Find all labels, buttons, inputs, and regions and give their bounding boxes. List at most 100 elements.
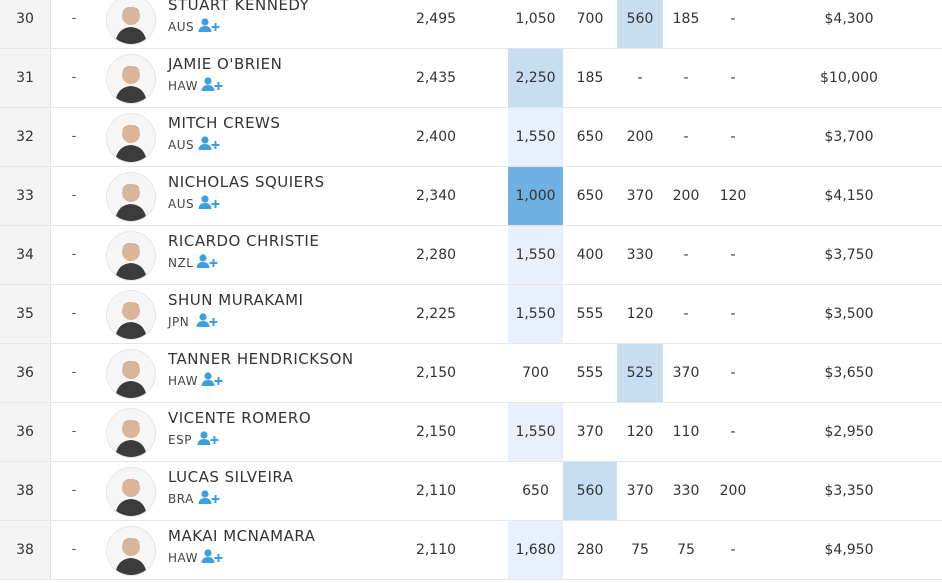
surfer-avatar-icon[interactable] [106,290,156,340]
add-user-icon[interactable] [198,489,220,505]
prize-money: $3,350 [824,483,874,499]
table-row[interactable]: 38 - LUCAS SILVEIRA BRA 2,110 650 560 370 330 200… [0,462,942,521]
event-result: - [730,70,736,86]
surfer-country: HAW [168,551,198,565]
event-result: 555 [576,365,604,381]
surfer-country: NZL [168,256,194,270]
total-points: 2,495 [415,11,457,27]
rank: 31 [16,70,34,86]
total-points: 2,150 [415,424,457,440]
table-row[interactable]: 33 - NICHOLAS SQUIERS AUS 2,340 1,000 650 370 20… [0,167,942,226]
surfer-name[interactable]: NICHOLAS SQUIERS [168,173,325,191]
rank: 36 [16,424,34,440]
event-result: - [730,11,736,27]
add-user-icon[interactable] [201,548,223,564]
surfer-name[interactable]: VICENTE ROMERO [168,409,312,427]
table-row[interactable]: 36 - VICENTE ROMERO ESP 2,150 1,550 370 120 110 -… [0,403,942,462]
add-user-icon[interactable] [197,430,219,446]
add-user-icon[interactable] [196,312,218,328]
table-row[interactable]: 32 - MITCH CREWS AUS 2,400 1,550 650 200 - - $3,70… [0,108,942,167]
rank-column-bg [0,49,51,107]
prize-money: $10,000 [820,70,878,86]
total-points: 2,110 [415,542,457,558]
event-result: 370 [672,365,700,381]
event-result: 200 [626,129,654,145]
event-result: 525 [617,344,663,402]
event-result: 2,250 [508,49,563,107]
event-result: 560 [617,0,663,48]
event-result: 75 [631,542,649,558]
event-result: 330 [672,483,700,499]
total-points: 2,435 [415,70,457,86]
event-result: 700 [522,365,549,381]
rank-column-bg [0,285,51,343]
prize-money: $2,950 [824,424,874,440]
add-user-icon[interactable] [198,135,220,151]
event-result: 120 [719,188,747,204]
rank: 35 [16,306,34,322]
prize-money: $4,300 [824,11,874,27]
surfer-name[interactable]: STUART KENNEDY [168,0,310,14]
surfer-name[interactable]: LUCAS SILVEIRA [168,468,294,486]
rank-change: - [71,247,77,262]
add-user-icon[interactable] [201,371,223,387]
prize-money: $3,500 [824,306,874,322]
total-points: 2,150 [415,365,457,381]
surfer-name[interactable]: JAMIE O'BRIEN [168,55,283,73]
surfer-avatar-icon[interactable] [106,113,156,163]
event-result: 370 [576,424,604,440]
event-result: 280 [576,542,604,558]
rank: 34 [16,247,34,263]
add-user-icon[interactable] [196,253,218,269]
surfer-avatar-icon[interactable] [106,408,156,458]
add-user-icon[interactable] [201,76,223,92]
add-user-icon[interactable] [198,194,220,210]
surfer-name[interactable]: MAKAI MCNAMARA [168,527,316,545]
rank-column-bg [0,167,51,225]
surfer-name[interactable]: SHUN MURAKAMI [168,291,304,309]
surfer-country: AUS [168,20,195,34]
surfer-avatar-icon[interactable] [106,231,156,281]
rank-change: - [71,11,77,26]
event-result: 200 [719,483,747,499]
rank-column-bg [0,0,51,48]
table-row[interactable]: 38 - MAKAI MCNAMARA HAW 2,110 1,680 280 75 75 - $4… [0,521,942,580]
total-points: 2,110 [415,483,457,499]
surfer-country: AUS [168,197,195,211]
event-result: 330 [626,247,654,263]
event-result: 650 [576,129,604,145]
total-points: 2,280 [415,247,457,263]
surfer-avatar-icon[interactable] [106,0,156,45]
surfer-avatar-icon[interactable] [106,526,156,576]
surfer-country: HAW [168,374,198,388]
event-result: 1,050 [515,11,556,27]
surfer-name[interactable]: RICARDO CHRISTIE [168,232,320,250]
rank-change: - [71,424,77,439]
event-result: - [730,129,736,145]
event-result: - [683,129,689,145]
table-row[interactable]: 36 - TANNER HENDRICKSON HAW 2,150 700 555 525 37… [0,344,942,403]
event-result: 185 [672,11,700,27]
event-result: - [683,70,689,86]
surfer-avatar-icon[interactable] [106,172,156,222]
prize-money: $4,150 [824,188,874,204]
total-points: 2,400 [415,129,457,145]
surfer-avatar-icon[interactable] [106,349,156,399]
event-result: 185 [576,70,604,86]
event-result: 1,550 [508,108,563,166]
surfer-avatar-icon[interactable] [106,54,156,104]
rank: 38 [16,483,34,499]
table-row[interactable]: 35 - SHUN MURAKAMI JPN 2,225 1,550 555 120 - - $3,… [0,285,942,344]
add-user-icon[interactable] [198,17,220,33]
surfer-name[interactable]: TANNER HENDRICKSON [168,350,354,368]
surfer-avatar-icon[interactable] [106,467,156,517]
table-row[interactable]: 34 - RICARDO CHRISTIE NZL 2,280 1,550 400 330 - -… [0,226,942,285]
table-row[interactable]: 30 - STUART KENNEDY AUS 2,495 1,050 700 560 185 -… [0,0,942,49]
event-result: 400 [576,247,604,263]
rank-change: - [71,483,77,498]
table-row[interactable]: 31 - JAMIE O'BRIEN HAW 2,435 2,250 185 - - - $10,0… [0,49,942,108]
rank-column-bg [0,462,51,520]
surfer-name[interactable]: MITCH CREWS [168,114,281,132]
event-result: 1,550 [508,285,563,343]
